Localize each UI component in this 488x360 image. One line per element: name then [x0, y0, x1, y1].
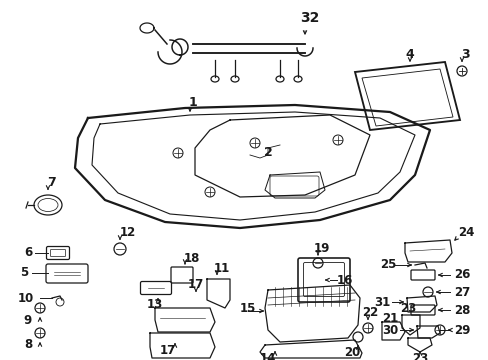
Text: 17: 17 — [187, 279, 203, 292]
Text: 4: 4 — [405, 49, 413, 62]
Text: 19: 19 — [313, 242, 329, 255]
Text: 17: 17 — [160, 343, 176, 356]
Text: 20: 20 — [343, 346, 359, 359]
Text: 22: 22 — [361, 306, 377, 320]
Text: 31: 31 — [373, 296, 389, 309]
Text: 25: 25 — [379, 258, 395, 271]
Text: 5: 5 — [20, 266, 28, 279]
Text: 3: 3 — [461, 49, 469, 62]
Text: 28: 28 — [453, 303, 469, 316]
Text: 23: 23 — [411, 351, 427, 360]
Text: 8: 8 — [24, 338, 32, 351]
Text: 11: 11 — [213, 261, 230, 274]
Text: 10: 10 — [18, 292, 34, 305]
Text: 16: 16 — [336, 274, 352, 287]
Text: 18: 18 — [183, 252, 200, 265]
Text: 23: 23 — [399, 302, 415, 315]
Text: 13: 13 — [146, 298, 163, 311]
Text: 30: 30 — [381, 324, 397, 337]
Text: 32: 32 — [300, 11, 319, 25]
Text: 27: 27 — [453, 285, 469, 298]
Text: 15: 15 — [239, 302, 256, 315]
Text: 14: 14 — [259, 351, 276, 360]
Text: 9: 9 — [24, 314, 32, 327]
Text: 29: 29 — [453, 324, 469, 337]
Text: 21: 21 — [381, 311, 397, 324]
Text: 12: 12 — [120, 226, 136, 239]
Text: 26: 26 — [453, 269, 469, 282]
Text: 24: 24 — [457, 226, 473, 239]
Text: 2: 2 — [263, 145, 272, 158]
Text: 1: 1 — [188, 96, 197, 109]
Text: 7: 7 — [47, 176, 56, 189]
Text: 6: 6 — [24, 247, 32, 260]
